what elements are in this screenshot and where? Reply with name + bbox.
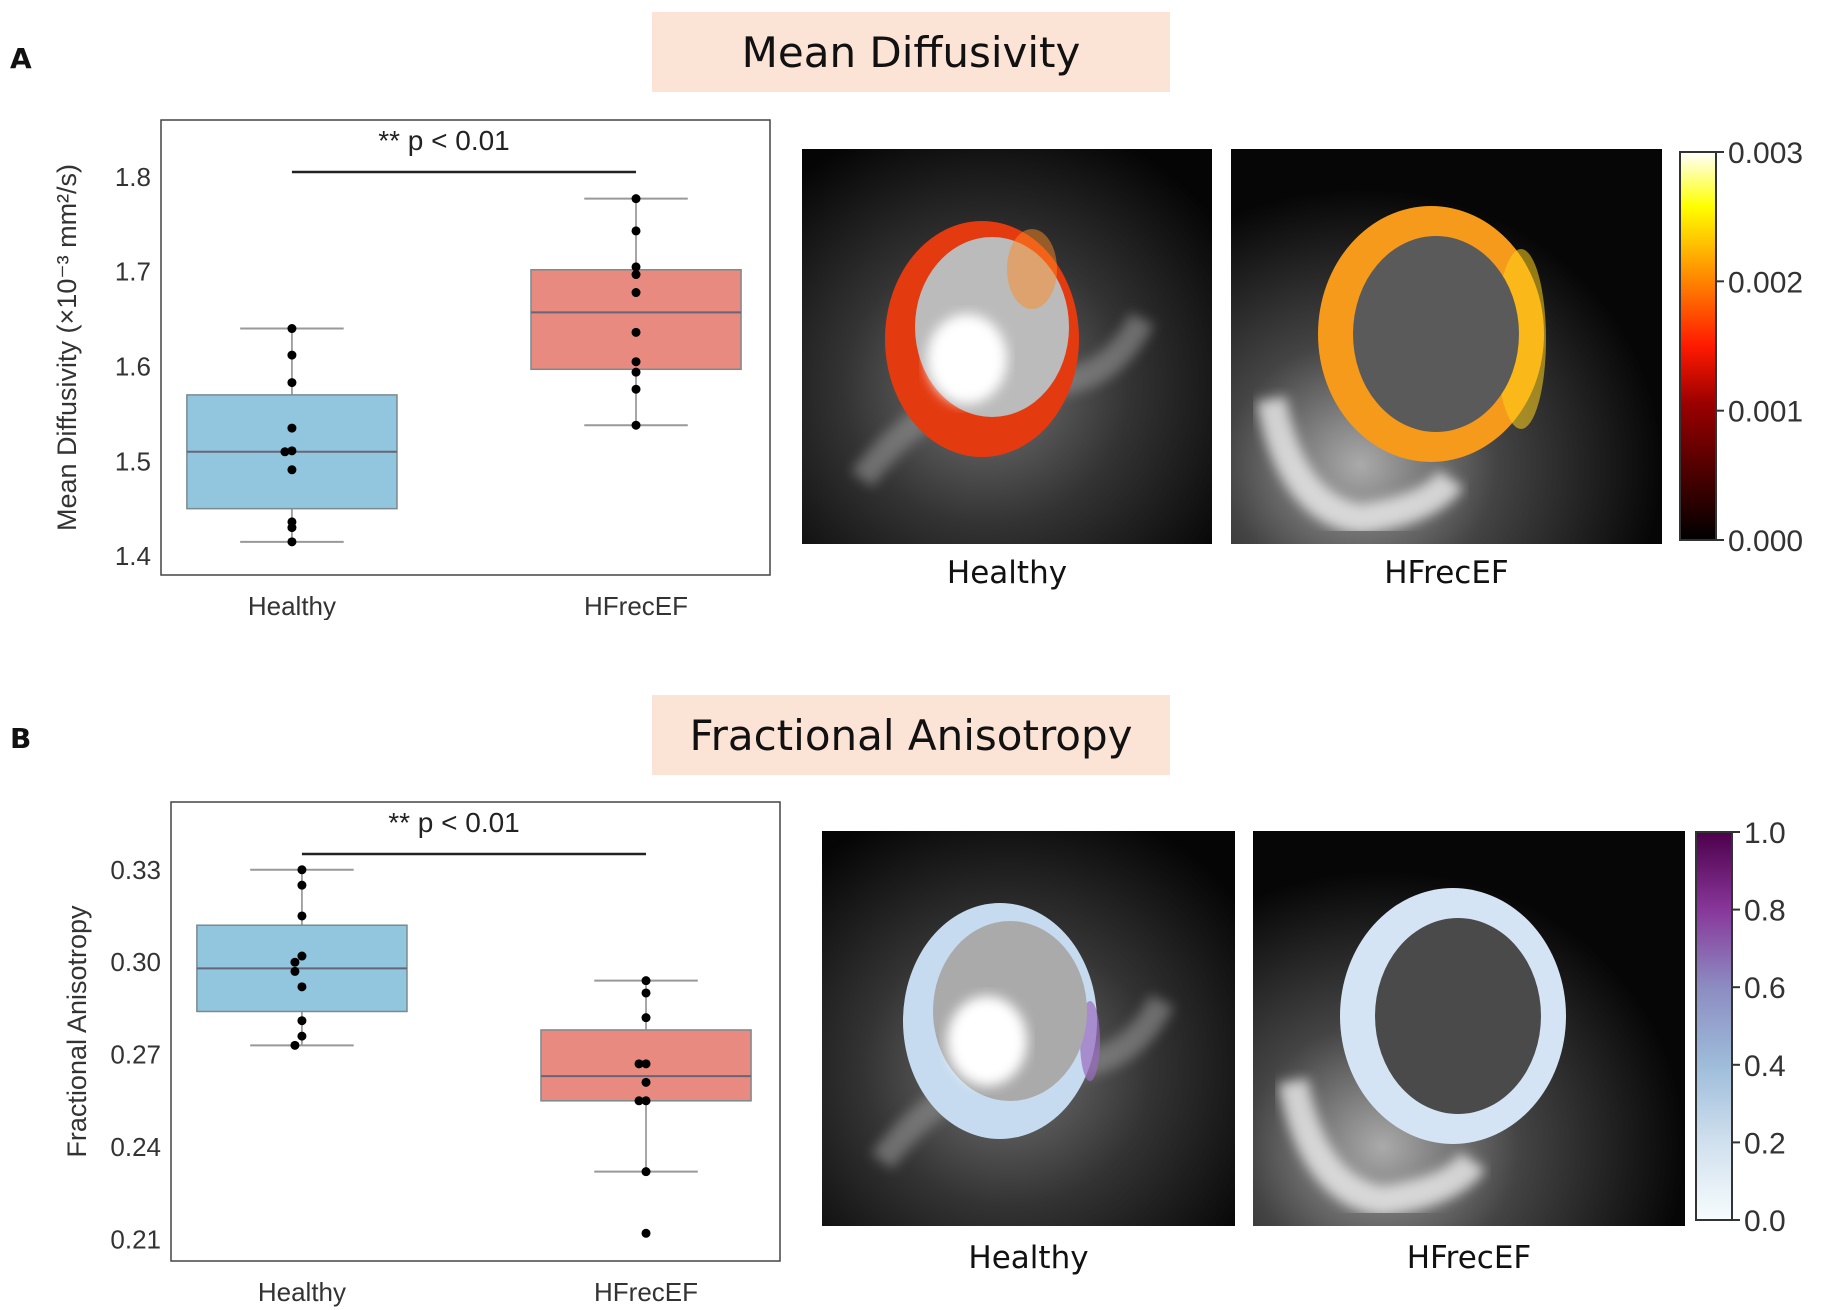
colorbar-tick-label: 0.4 [1744,1050,1786,1083]
colorbar-tick-label: 0.2 [1744,1127,1786,1160]
colorbar-scale [1679,151,1717,541]
y-axis-label: Fractional Anisotropy [62,905,92,1158]
data-point [641,1059,651,1069]
data-point [641,1077,651,1087]
y-tick-label: 0.24 [110,1132,161,1162]
data-point [297,865,307,875]
y-axis-label: Mean Diffusivity (×10⁻³ mm²/s) [52,164,82,531]
data-point [297,880,307,890]
data-point [287,324,297,334]
data-point [287,423,297,433]
blood-signal [947,996,1027,1086]
md-hfrecef-map [1231,149,1662,544]
data-point [631,420,641,430]
significance-label: ** p < 0.01 [378,125,510,156]
x-tick-label: Healthy [248,591,336,620]
data-point [297,1031,307,1041]
y-tick-label: 1.6 [115,351,151,381]
y-tick-label: 0.30 [110,947,161,977]
colorbar-tick-label: 0.000 [1728,525,1803,558]
y-tick-label: 1.7 [115,257,151,287]
data-point [287,523,297,533]
fa-healthy-map [822,831,1235,1226]
data-point [634,1096,644,1106]
y-tick-label: 0.21 [110,1224,161,1254]
mri-md-healthy [802,149,1212,544]
x-tick-label: HFrecEF [584,591,688,620]
colorbar-scale [1695,831,1733,1221]
data-point [290,957,300,967]
data-point [290,1040,300,1050]
data-point [297,951,307,961]
data-point [631,384,641,394]
data-point [280,447,290,457]
data-point [290,966,300,976]
data-point [631,367,641,377]
data-point [287,465,297,475]
data-point [297,911,307,921]
data-point [297,982,307,992]
colorbar-tick-label: 0.8 [1744,895,1786,928]
data-point [631,288,641,298]
plot-frame [160,119,771,576]
mri-fa-hfrecef [1253,831,1685,1226]
boxplot-mean-diffusivity: 1.4 1.5 1.6 1.7 1.8 Mean Diffusivity (×10⁻³ m… [52,119,771,620]
data-point [631,327,641,337]
data-point [641,1096,651,1106]
panel-title-b: Fractional Anisotropy [652,695,1170,775]
lv-cavity [1375,918,1541,1114]
y-tick-label: 0.27 [110,1040,161,1070]
boxplot-fractional-anisotropy: 0.21 0.24 0.27 0.30 0.33 Fractional Anisotrop… [62,801,781,1307]
caption-md-healthy: Healthy [946,555,1068,591]
data-point [641,988,651,998]
panel-title-a: Mean Diffusivity [652,12,1170,92]
blood-signal [927,314,1007,404]
x-tick-label: Healthy [258,1277,346,1307]
data-point [631,226,641,236]
data-point [297,1016,307,1026]
panel-label-a: A [10,42,32,75]
fa-hfrecef-map [1253,831,1685,1226]
md-healthy-map [802,149,1212,544]
colorbar-tick-label: 0.003 [1728,140,1803,170]
box-hfrecef [530,269,742,371]
caption-md-hfrecef: HFrecEF [1384,555,1509,591]
lv-cavity [1353,236,1519,432]
data-point [634,1059,644,1069]
data-point [287,350,297,360]
colorbar-md: 0.000 0.001 0.002 0.003 [1679,140,1803,558]
data-point [631,194,641,204]
significance-label: ** p < 0.01 [388,807,520,838]
data-point [631,262,641,272]
mri-fa-healthy [822,831,1235,1226]
colorbar-fa: 0.0 0.2 0.4 0.6 0.8 1.0 [1695,820,1786,1238]
colorbar-tick-label: 0.001 [1728,396,1803,429]
data-point [641,1228,651,1238]
y-tick-label: 1.5 [115,446,151,476]
data-point [641,1167,651,1177]
data-point [641,976,651,986]
y-tick-label: 1.4 [115,541,151,571]
data-point [631,270,641,280]
data-point [287,537,297,547]
colorbar-tick-label: 0.002 [1728,266,1803,299]
colorbar-tick-label: 0.0 [1744,1205,1786,1238]
mri-md-hfrecef [1231,149,1662,544]
caption-fa-hfrecef: HFrecEF [1406,1240,1532,1276]
tissue-structure [1278,1078,1486,1217]
data-point [641,1013,651,1023]
y-tick-label: 1.8 [115,162,151,192]
colorbar-tick-label: 1.0 [1744,820,1786,850]
caption-fa-healthy: Healthy [968,1240,1089,1276]
plot-frame [170,801,781,1262]
data-point [631,357,641,367]
colorbar-tick-label: 0.6 [1744,972,1786,1005]
panel-label-b: B [10,722,32,755]
tissue-structure [1256,396,1464,535]
y-tick-label: 0.33 [110,855,161,885]
data-point [287,446,297,456]
data-point [287,378,297,388]
x-tick-label: HFrecEF [594,1277,698,1307]
ring-highlight [1007,229,1057,309]
